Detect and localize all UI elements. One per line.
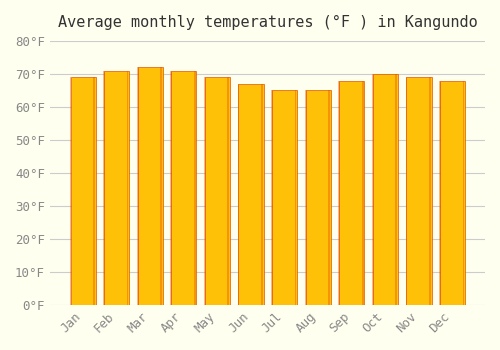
Bar [440,80,465,305]
Bar [238,84,264,305]
Bar [328,90,330,305]
Bar [462,80,464,305]
Bar [338,80,340,305]
Bar [305,90,306,305]
Bar [362,80,364,305]
Bar [429,77,430,305]
Bar [294,90,296,305]
Bar [306,90,331,305]
Bar [373,74,398,305]
Bar [228,77,229,305]
Bar [372,74,374,305]
Bar [272,90,297,305]
Bar [204,77,206,305]
Title: Average monthly temperatures (°F ) in Kangundo: Average monthly temperatures (°F ) in Ka… [58,15,478,30]
Bar [137,67,138,305]
Bar [396,74,397,305]
Bar [170,71,172,305]
Bar [271,90,273,305]
Bar [406,77,407,305]
Bar [138,67,163,305]
Bar [126,71,128,305]
Bar [238,84,240,305]
Bar [340,80,364,305]
Bar [93,77,95,305]
Bar [205,77,230,305]
Bar [439,80,441,305]
Bar [103,71,105,305]
Bar [261,84,263,305]
Bar [70,77,71,305]
Bar [172,71,196,305]
Bar [104,71,130,305]
Bar [406,77,432,305]
Bar [160,67,162,305]
Bar [70,77,96,305]
Bar [194,71,196,305]
